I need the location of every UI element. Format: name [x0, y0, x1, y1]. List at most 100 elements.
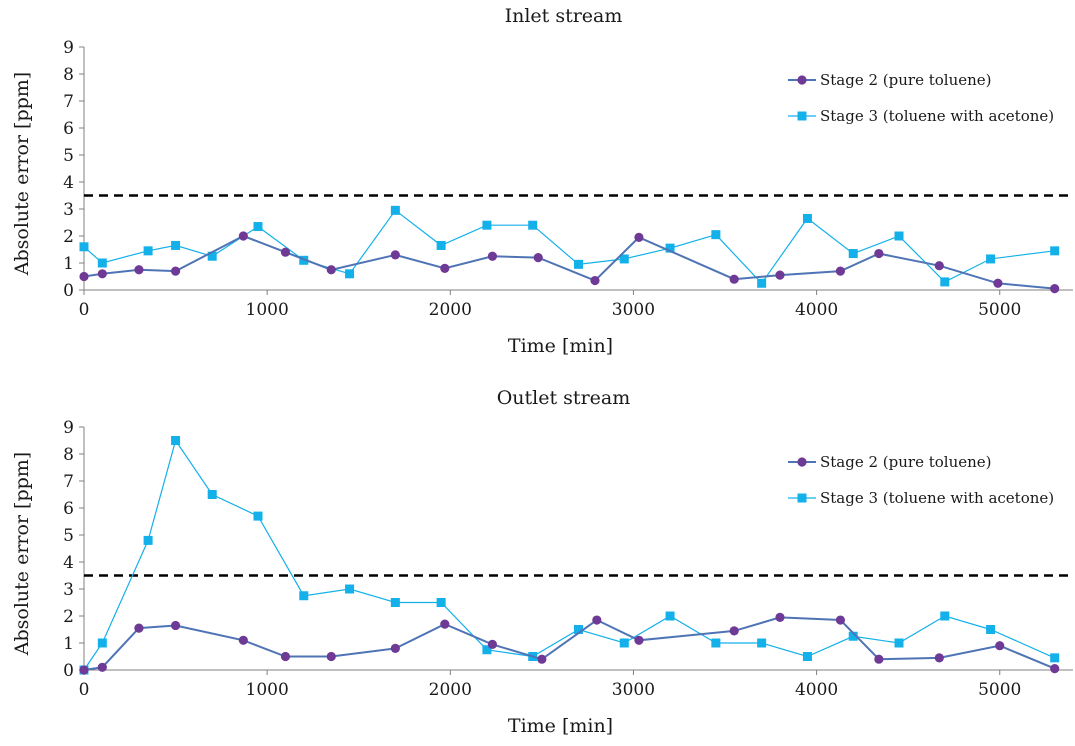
data-point-stage-2 [280, 651, 291, 662]
data-point-stage-3 [299, 255, 309, 265]
data-point-stage-3 [143, 535, 153, 545]
series-line-stage-2 [83, 234, 1055, 290]
data-point-stage-2 [1050, 664, 1060, 674]
y-tick-label: 9 [63, 418, 74, 438]
series-line-stage-3 [83, 209, 1055, 285]
y-tick-label: 6 [63, 499, 74, 519]
data-point-stage-3 [711, 230, 721, 240]
data-point-stage-3 [143, 246, 153, 256]
data-point-stage-3 [757, 638, 767, 648]
data-point-stage-3 [345, 269, 355, 279]
legend-label: Stage 3 (toluene with acetone) [820, 489, 1054, 507]
x-tick-label: 4000 [795, 680, 838, 700]
y-tick-label: 8 [63, 445, 74, 465]
series-line-stage-3 [83, 439, 1055, 671]
x-tick-label: 3000 [612, 300, 655, 320]
legend-label: Stage 2 (pure toluene) [820, 453, 992, 471]
legend-marker-circle [797, 75, 807, 85]
y-tick-label: 0 [63, 661, 74, 681]
data-point-stage-2 [390, 643, 400, 654]
y-tick-label: 3 [63, 580, 74, 600]
data-point-stage-2 [487, 251, 498, 261]
legend-marker-square [797, 493, 807, 503]
data-point-stage-2 [934, 653, 944, 663]
x-tick-label: 1000 [246, 300, 289, 320]
data-point-stage-3 [894, 231, 904, 241]
data-point-stage-3 [986, 254, 996, 264]
data-point-stage-3 [848, 249, 858, 259]
x-tick-label: 2000 [429, 680, 472, 700]
data-point-stage-2 [634, 232, 644, 242]
x-tick-label: 1000 [246, 680, 289, 700]
data-point-stage-2 [97, 662, 107, 672]
y-tick-label: 1 [63, 254, 74, 274]
y-tick-label: 8 [63, 65, 74, 85]
x-tick-label: 0 [79, 680, 90, 700]
data-point-stage-3 [97, 258, 107, 268]
data-point-stage-3 [802, 652, 812, 661]
data-point-stage-3 [482, 645, 492, 655]
data-point-stage-2 [590, 275, 600, 286]
data-point-stage-3 [1050, 653, 1060, 663]
data-point-stage-2 [729, 274, 739, 284]
data-point-stage-3 [574, 625, 583, 634]
data-point-stage-2 [934, 261, 944, 271]
data-point-stage-3 [528, 220, 538, 230]
x-tick-label: 5000 [978, 300, 1021, 320]
data-point-stage-2 [993, 278, 1003, 288]
data-point-stage-2 [592, 615, 602, 625]
data-point-stage-3 [436, 240, 446, 250]
y-axis-label: Absolute error [ppm] [11, 452, 33, 656]
chart-panel-1: Inlet stream 0 1 2 3 4 5 6 7 8 9 0 1000 2000 3000 4000 5… [11, 5, 1073, 357]
data-point-stage-2 [134, 265, 144, 275]
data-point-stage-2 [775, 270, 785, 280]
y-tick-label: 6 [63, 119, 74, 139]
data-point-stage-3 [171, 240, 181, 250]
data-point-stage-3 [711, 638, 721, 648]
y-tick-label: 5 [63, 526, 74, 546]
x-tick-label: 5000 [978, 680, 1021, 700]
data-point-stage-2 [134, 623, 144, 633]
data-point-stage-3 [665, 611, 675, 621]
y-tick-label: 7 [63, 472, 74, 492]
data-point-stage-3 [1050, 246, 1060, 256]
chart-panel-2: Outlet stream 0 1 2 3 4 5 6 7 8 9 0 1000 2000 3000 4000… [11, 387, 1073, 737]
data-point-stage-3 [79, 242, 89, 252]
y-tick-label: 9 [63, 38, 74, 58]
data-point-stage-2 [874, 654, 884, 664]
data-point-stage-3 [345, 584, 355, 594]
data-point-stage-2 [995, 641, 1005, 651]
data-point-stage-3 [940, 611, 950, 621]
data-point-stage-3 [390, 205, 400, 215]
data-point-stage-3 [802, 213, 812, 223]
data-point-stage-2 [170, 266, 181, 276]
data-point-stage-2 [238, 635, 248, 645]
data-point-stage-2 [170, 620, 181, 631]
x-axis-label: Time [min] [508, 715, 613, 737]
data-point-stage-3 [757, 278, 767, 288]
data-point-stage-2 [326, 651, 336, 662]
legend: Stage 2 (pure toluene) Stage 3 (toluene w… [788, 71, 1054, 125]
x-tick-label: 4000 [795, 300, 838, 320]
y-tick-label: 2 [63, 607, 74, 627]
y-tick-label: 3 [63, 200, 74, 220]
data-point-stage-2 [537, 654, 547, 664]
data-point-stage-3 [253, 511, 263, 521]
data-point-stage-3 [482, 220, 492, 230]
y-tick-label: 5 [63, 146, 74, 166]
chart-title: Outlet stream [497, 387, 631, 409]
y-tick-label: 2 [63, 227, 74, 247]
legend-label: Stage 2 (pure toluene) [820, 71, 992, 89]
data-point-stage-3 [848, 631, 858, 641]
data-point-stage-2 [487, 639, 498, 649]
data-point-stage-2 [729, 626, 739, 636]
data-point-stage-3 [299, 591, 309, 601]
legend-marker-square [797, 111, 807, 121]
data-point-stage-3 [894, 638, 904, 648]
data-point-stage-2 [634, 635, 644, 645]
data-point-stage-3 [619, 254, 629, 264]
data-point-stage-3 [171, 436, 181, 445]
data-point-stage-3 [207, 490, 217, 499]
